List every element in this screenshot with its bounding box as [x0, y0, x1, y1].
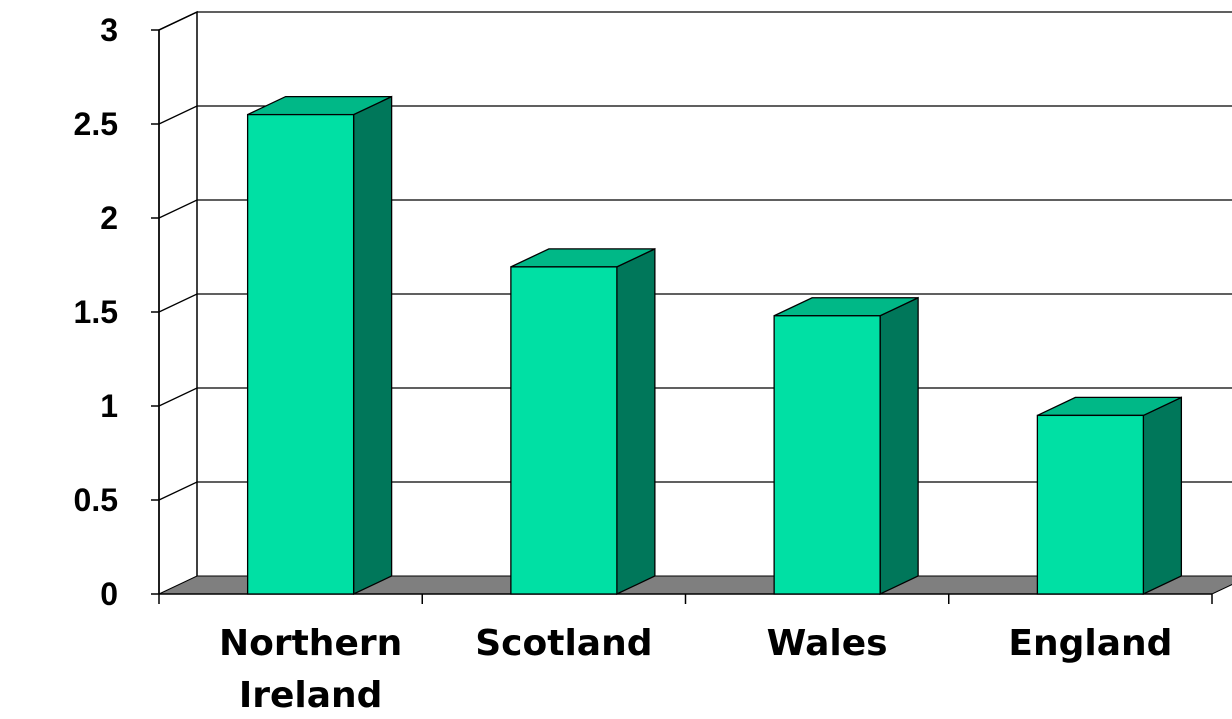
x-axis-labels: Northern Ireland Scotland Wales England: [219, 623, 1172, 716]
bar-side: [616, 247, 656, 596]
bar: [510, 247, 656, 596]
gridline: [158, 105, 1232, 125]
bars: [246, 95, 1183, 596]
x-category-label: Ireland: [239, 675, 383, 716]
bar-front: [1036, 414, 1145, 595]
bar-side: [879, 296, 919, 596]
bar: [1036, 396, 1183, 596]
y-tick-label: 3: [100, 12, 118, 48]
gridline: [158, 293, 1232, 313]
x-axis: [158, 593, 1213, 604]
y-tick-label: 1: [100, 388, 118, 424]
bar-side: [352, 95, 393, 596]
y-tick-label: 2.5: [74, 106, 118, 142]
y-tick-label: 0: [100, 576, 118, 612]
bar-front: [246, 113, 355, 595]
y-tick-label: 2: [100, 200, 118, 236]
x-category-label: Wales: [767, 623, 888, 664]
y-axis: 0 0.5 1 1.5 2 2.5 3: [74, 12, 160, 612]
x-category-label: Northern: [219, 623, 402, 664]
x-category-label: England: [1008, 623, 1172, 664]
bar: [773, 296, 919, 596]
bar-front: [510, 266, 618, 595]
bar: [246, 95, 393, 596]
bar-side: [1142, 396, 1183, 596]
gridline: [158, 11, 1232, 31]
x-category-label: Scotland: [475, 623, 652, 664]
gridline: [158, 199, 1232, 219]
bar-front: [773, 315, 881, 595]
y-tick-label: 1.5: [74, 294, 118, 330]
y-tick-label: 0.5: [74, 482, 118, 518]
